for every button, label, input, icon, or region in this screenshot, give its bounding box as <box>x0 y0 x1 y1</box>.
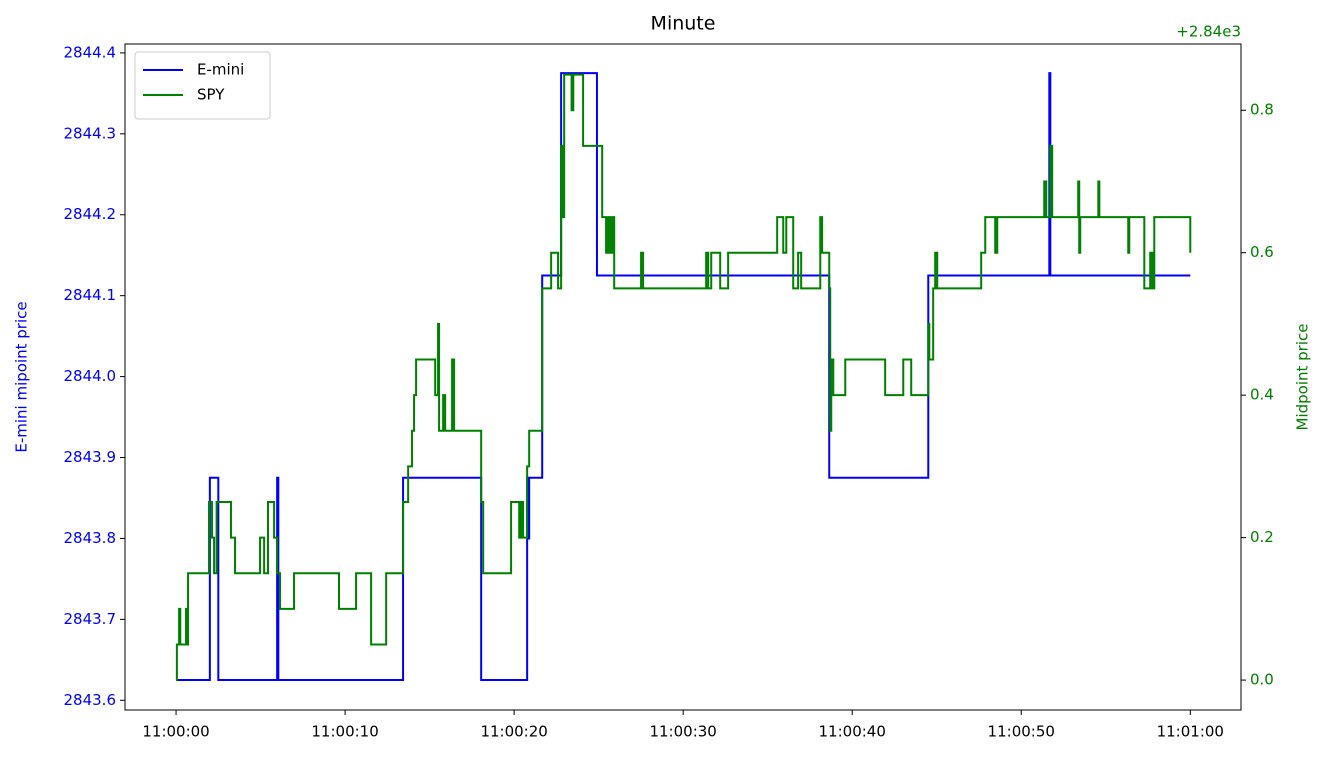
x-tick-label: 11:00:40 <box>819 723 886 741</box>
x-tick-label: 11:01:00 <box>1157 723 1224 741</box>
y2-tick-label: 0.2 <box>1250 528 1274 546</box>
x-tick-label: 11:00:20 <box>480 723 547 741</box>
legend-label: SPY <box>197 86 225 104</box>
y2-tick-label: 0.4 <box>1250 386 1274 404</box>
y2-axis-label: Midpoint price <box>1294 324 1312 431</box>
y2-tick-label: 0.8 <box>1250 101 1274 119</box>
x-tick-label: 11:00:30 <box>649 723 716 741</box>
chart-title: Minute <box>651 13 716 35</box>
legend-label: E-mini <box>197 61 244 79</box>
y-axis-label: E-mini mipoint price <box>13 301 31 452</box>
y2-tick-label: 0.0 <box>1250 671 1274 689</box>
y-tick-label: 2844.3 <box>64 124 117 142</box>
y2-tick-label: 0.6 <box>1250 243 1274 261</box>
x-tick-label: 11:00:50 <box>988 723 1055 741</box>
y-tick-label: 2843.9 <box>64 448 117 466</box>
x-tick-label: 11:00:00 <box>142 723 209 741</box>
y-tick-label: 2844.2 <box>64 205 117 223</box>
plot-frame <box>124 43 1242 711</box>
series-line <box>175 73 1192 682</box>
y2-offset-text: +2.84e3 <box>1176 23 1241 41</box>
y-tick-label: 2844.4 <box>64 43 117 61</box>
y-tick-label: 2844.1 <box>64 286 117 304</box>
x-tick-label: 11:00:10 <box>311 723 378 741</box>
y-tick-label: 2843.8 <box>64 529 117 547</box>
y-tick-label: 2843.7 <box>64 610 117 628</box>
y-tick-label: 2844.0 <box>64 367 117 385</box>
y-tick-label: 2843.6 <box>64 691 117 709</box>
series-line <box>176 72 1191 682</box>
legend-box <box>134 51 271 120</box>
